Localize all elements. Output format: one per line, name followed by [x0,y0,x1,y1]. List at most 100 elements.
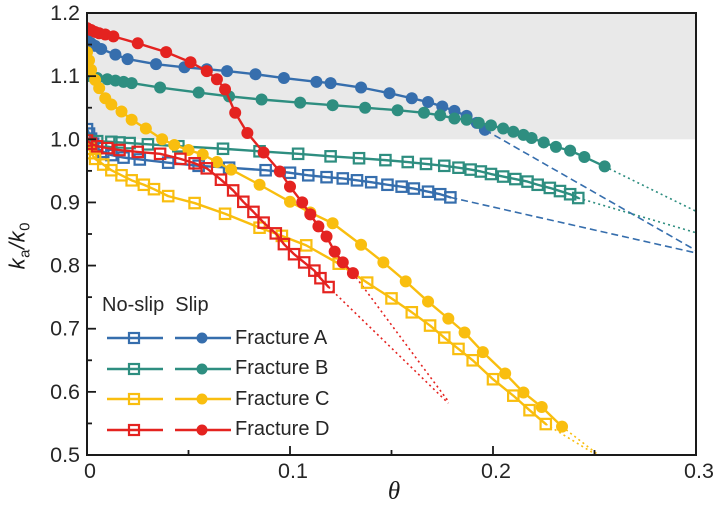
fracture-c-slip-marker [93,82,106,95]
fracture-d-no-slip-marker [322,280,335,294]
fracture-d-no-slip-marker [214,173,228,186]
fracture-c-no-slip-marker [486,372,500,386]
ylabel-sub-a: a [16,249,34,258]
fracture-d-no-slip-marker [113,143,126,157]
fracture-b-slip-marker [578,150,591,163]
fracture-c-slip-marker [422,295,435,308]
series-fracture-d-slip [87,22,359,280]
fracture-c-no-slip-marker [299,239,313,252]
fracture-c-slip-marker [87,63,98,76]
fracture-b-no-slip-marker [509,172,522,186]
fracture-d-slip-marker [346,267,359,280]
fracture-b-no-slip-marker [437,159,451,173]
fracture-b-slip-marker [507,125,520,138]
fracture-b-slip-marker [294,96,307,109]
fracture-c-slip-marker [377,256,390,269]
legend: No-slip Slip Fracture A Fracture B [97,294,329,445]
fracture-c-slip-marker [105,98,118,111]
y-tick-label: 1.0 [50,127,80,151]
fracture-c-no-slip-marker [437,331,451,344]
fracture-a-slip-extrapolation [484,129,696,252]
fracture-d-no-slip-marker [269,227,283,240]
fracture-a-no-slip-marker [320,170,333,184]
fracture-a-no-slip-marker [336,172,350,185]
no-slip-square-marker-sample [107,362,163,375]
fracture-c-slip-marker [556,420,569,433]
tick-labels: 0 0.1 0.2 0.3 0.5 0.6 0.7 0.8 0.9 1.0 1.1 1.2 [50,1,714,483]
fracture-d-slip-marker [304,208,317,221]
fracture-c-slip-marker [225,163,238,176]
fracture-c-no-slip-marker [161,189,175,203]
fracture-c-no-slip-marker [188,196,201,210]
fracture-d-slip-marker [210,73,223,86]
series-fracture-c-slip [87,46,569,433]
fracture-a-slip-marker [355,81,368,94]
fracture-d-slip-extrapolation [352,272,449,402]
fracture-a-slip-marker [324,77,337,90]
ylabel-slash: / [4,242,30,250]
series-fracture-d-no-slip [87,134,335,294]
x-tick-label: 0.3 [684,459,714,483]
fracture-d-no-slip-extrapolation [328,286,449,404]
fracture-b-slip-extrapolation [604,165,696,212]
fracture-c-no-slip-marker [218,207,232,221]
fracture-d-no-slip-marker [297,256,311,269]
fracture-b-slip-marker [192,86,205,99]
fracture-c-no-slip-marker [360,276,374,289]
fracture-c-no-slip-marker [147,182,161,196]
fracture-b-slip-marker [460,113,473,126]
fracture-b-no-slip-marker [452,161,465,174]
fracture-b-no-slip-extrapolation [578,197,696,234]
fracture-b-slip-marker [417,106,430,119]
legend-row-fracture-b: Fracture B [97,354,329,385]
fracture-a-slip-marker [405,92,418,105]
fracture-d-slip-marker [241,126,254,139]
fracture-b-slip-marker [154,81,167,94]
fracture-b-slip-marker [434,109,447,122]
fracture-b-no-slip-marker [484,167,498,181]
fracture-d-slip-marker [131,37,144,50]
fracture-a-no-slip-marker [381,178,394,192]
fracture-a-no-slip-marker [259,163,272,177]
fracture-b-no-slip-marker [563,187,577,201]
fracture-b-no-slip-marker [531,178,544,192]
fracture-c-no-slip-marker [523,403,536,417]
fracture-b-no-slip-marker [105,135,118,149]
fracture-c-slip-extrapolation [561,425,600,455]
no-slip-square-marker-sample [107,332,163,345]
fracture-d-slip-marker [229,106,242,119]
y-axis-label: ka/k0 [4,191,33,301]
fracture-d-no-slip-marker [257,216,270,229]
fracture-a-no-slip-marker [350,174,364,187]
axis-ticks [86,12,697,456]
fracture-b-no-slip-marker [141,138,155,151]
fracture-c-slip-marker [168,138,181,151]
fracture-a-no-slip-marker [161,156,175,169]
y-tick-label: 0.8 [50,254,80,278]
fracture-a-slip-marker [150,58,163,71]
fracture-a-slip-marker [277,72,290,85]
x-tick-label: 0 [84,459,96,483]
fracture-d-slip-marker [296,196,309,209]
fracture-d-slip-marker [284,180,296,193]
fracture-c-slip-marker [399,275,412,288]
fracture-d-no-slip-marker [188,156,201,170]
fracture-b-no-slip-marker [123,136,136,150]
fracture-b-slip-marker [472,116,485,129]
fracture-b-slip-marker [255,93,268,106]
fracture-c-slip-marker [125,113,138,126]
fracture-a-no-slip-marker [407,182,421,195]
fracture-c-slip-marker [210,156,223,169]
fracture-b-slip-marker [448,112,461,125]
fracture-b-slip-marker [525,132,538,145]
fracture-d-slip-marker [107,30,120,43]
fracture-b-no-slip-marker [401,155,415,169]
fracture-b-slip-marker [549,140,562,153]
fracture-d-slip-marker [257,146,270,159]
legend-row-fracture-d: Fracture D [97,415,329,446]
shaded-band-above-1 [87,13,696,140]
fracture-c-no-slip-marker [452,342,465,356]
fracture-c-slip-marker [355,238,368,251]
